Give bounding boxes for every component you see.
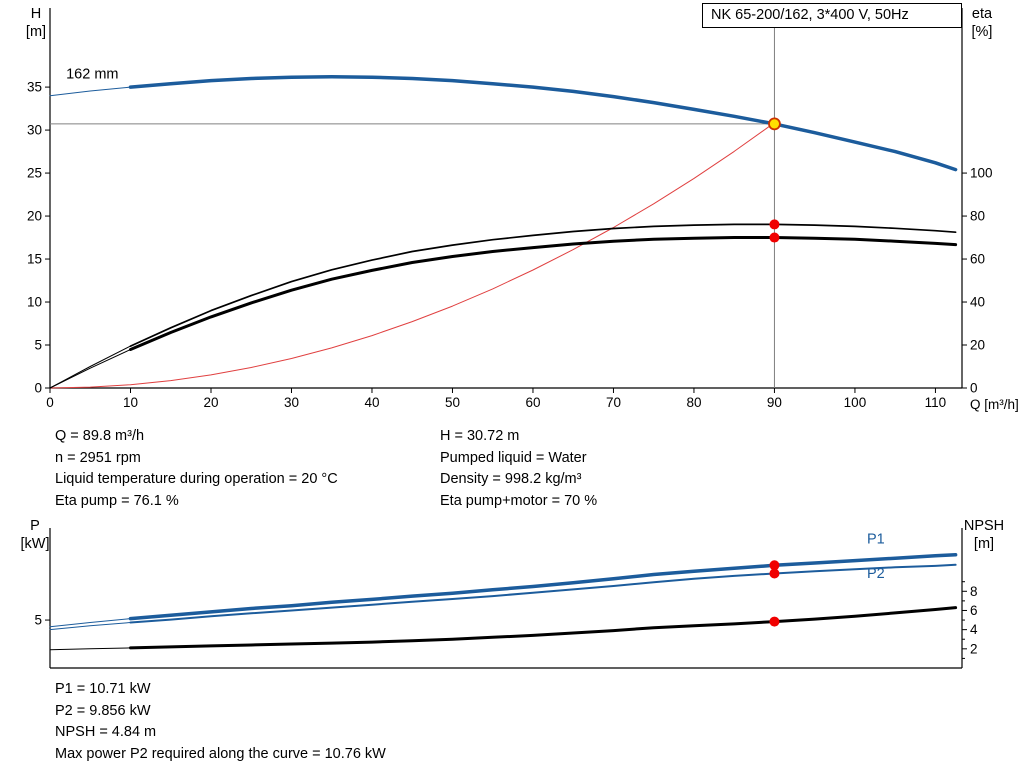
p1-point [769,560,780,571]
y-tick-label-right: 80 [970,209,985,224]
h-axis-title-unit: [m] [25,24,47,40]
info-density: Density = 998.2 kg/m³ [440,471,582,487]
eta-axis-title-unit: [%] [971,24,993,40]
y-tick-label-left: 30 [27,123,42,138]
p2-point [769,568,780,579]
y-tick-label-right: 2 [970,641,978,656]
pump-curve-162mm-lead [49,86,131,97]
p1-curve-lead [49,618,131,628]
curve-label: P1 [867,531,885,547]
x-tick-label: 80 [686,395,701,410]
info-eta-pump: Eta pump = 76.1 % [55,492,179,509]
y-tick-label-left: 20 [27,209,42,224]
power-info: P1 = 10.71 kW P2 = 9.856 kW NPSH = 4.84 … [55,679,386,765]
eta-pump-curve-lead [49,345,131,389]
x-tick-label: 90 [767,395,782,410]
info-max-power: Max power P2 required along the curve = … [55,745,386,762]
y-tick-label-left: 5 [34,613,42,628]
y-tick-label-right: 4 [970,622,978,637]
p2-curve [129,563,957,624]
npsh-axis-title-symbol: NPSH [963,518,1005,534]
y-tick-label-left: 5 [34,338,42,353]
q-axis-label: Q [m³/h] [970,397,1019,412]
p-axis-title-unit: [kW] [20,536,50,552]
pump-curve-162mm [128,75,958,172]
h-axis-title: H [m] [21,5,51,41]
eta-pump-motor-point [769,232,780,243]
x-tick-label: 20 [203,395,218,410]
npsh-point [769,616,780,627]
eta-pump-curve [129,223,957,347]
x-tick-label: 0 [46,395,54,410]
h-axis-title-symbol: H [30,6,42,22]
y-tick-label-left: 25 [27,166,42,181]
p2-curve-lead [49,622,131,631]
eta-axis-title-symbol: eta [971,6,993,22]
y-tick-label-left: 10 [27,295,42,310]
p-axis-title-symbol: P [30,518,40,534]
pump-model-title: NK 65-200/162, 3*400 V, 50Hz [702,3,962,28]
npsh-axis-title: NPSH [m] [958,517,1010,553]
duty-info-right: H = 30.72 m Pumped liquid = Water Densit… [440,426,597,512]
x-tick-label: 60 [525,395,540,410]
eta-pump-motor-curve [129,236,958,351]
npsh-axis-title-unit: [m] [973,536,995,552]
info-head: H = 30.72 m [440,428,520,444]
eta-pump-motor-curve-lead [49,349,131,389]
x-tick-label: 50 [445,395,460,410]
x-tick-label: 70 [606,395,621,410]
y-tick-label-right: 40 [970,295,985,310]
eta-pump-point [769,219,780,230]
npsh-curve [129,606,958,650]
x-tick-label: 40 [364,395,379,410]
info-eta-pump-motor: Eta pump+motor = 70 % [440,492,598,509]
info-p2: P2 = 9.856 kW [55,702,151,719]
y-tick-label-left: 0 [34,381,42,396]
y-tick-label-right: 8 [970,584,978,599]
info-liquid-temperature: Liquid temperature during operation = 20… [55,471,338,487]
curve-label: P2 [867,566,885,582]
npsh-curve-lead [49,647,131,651]
info-p1: P1 = 10.71 kW [55,681,151,697]
eta-axis-title: eta [%] [961,5,1003,41]
p1-curve [128,553,958,621]
y-tick-label-right: 6 [970,603,978,618]
y-tick-label-right: 0 [970,381,978,396]
y-tick-label-left: 35 [27,80,42,95]
info-flow: Q = 89.8 m³/h [55,428,145,444]
x-tick-label: 100 [844,395,867,410]
x-tick-label: 10 [123,395,138,410]
info-npsh: NPSH = 4.84 m [55,724,157,740]
duty-info-left: Q = 89.8 m³/h n = 2951 rpm Liquid temper… [55,426,338,512]
y-tick-label-right: 20 [970,338,985,353]
curve-label: 162 mm [66,66,118,82]
info-speed: n = 2951 rpm [55,449,141,466]
y-tick-label-right: 100 [970,166,993,181]
duty-point [768,117,781,131]
x-tick-label: 30 [284,395,299,410]
info-pumped-liquid: Pumped liquid = Water [440,449,587,466]
y-tick-label-right: 60 [970,252,985,267]
x-tick-label: 110 [925,395,947,410]
affinity-parabola [49,123,774,389]
y-tick-label-left: 15 [27,252,42,267]
p-axis-title: P [kW] [17,517,53,553]
